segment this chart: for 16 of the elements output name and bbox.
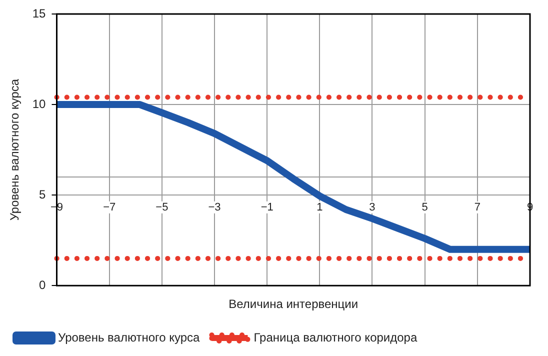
y-tick-label: 15: [32, 6, 46, 20]
y-tick-label: 0: [39, 278, 46, 292]
x-tick-label: 5: [422, 201, 428, 214]
x-axis-title: Величина интервенции: [228, 297, 358, 312]
x-tick-label: 3: [369, 201, 376, 214]
x-tick-label: −1: [260, 201, 274, 214]
legend-label: Граница валютного коридора: [254, 330, 418, 344]
x-tick-label: −3: [208, 201, 221, 214]
y-tick-label: 10: [32, 96, 46, 111]
y-tick-label: 5: [39, 187, 46, 202]
x-tick-label: 7: [474, 201, 480, 214]
x-tick-label: −5: [156, 201, 168, 214]
x-tick-label: −7: [103, 201, 116, 214]
legend-label: Уровень валютного курса: [58, 330, 200, 344]
x-tick-label: 1: [316, 201, 323, 214]
y-axis-title: Уровень валютного курса: [8, 78, 22, 221]
